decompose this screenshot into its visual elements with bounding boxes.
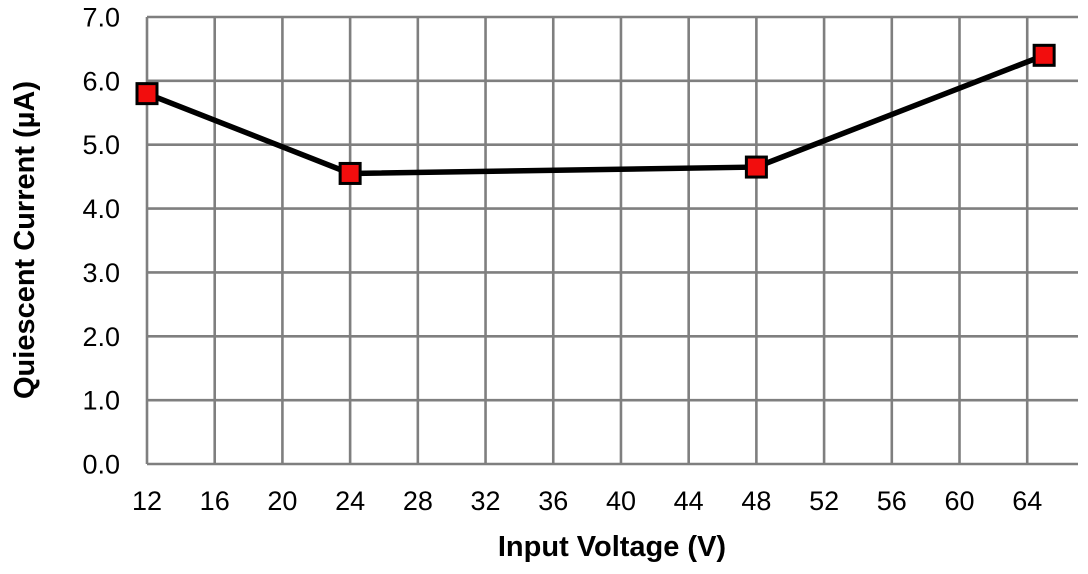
data-point-marker bbox=[338, 161, 362, 185]
x-tick-label: 28 bbox=[403, 486, 433, 516]
y-axis-title: Quiescent Current (µA) bbox=[9, 81, 41, 399]
x-tick-label: 36 bbox=[538, 486, 568, 516]
x-tick-label: 64 bbox=[1012, 486, 1042, 516]
x-axis-title: Input Voltage (V) bbox=[498, 531, 726, 563]
x-tick-label: 16 bbox=[200, 486, 230, 516]
y-tick-label: 4.0 bbox=[82, 194, 120, 224]
x-axis-tick-labels: 12 16 20 24 28 32 36 40 44 48 52 56 60 64 bbox=[132, 486, 1042, 516]
y-tick-label: 3.0 bbox=[82, 258, 120, 288]
x-tick-label: 12 bbox=[132, 486, 162, 516]
x-tick-label: 20 bbox=[267, 486, 297, 516]
x-tick-label: 44 bbox=[674, 486, 704, 516]
grid-lines bbox=[145, 15, 1078, 466]
y-tick-label: 5.0 bbox=[82, 130, 120, 160]
y-tick-label: 6.0 bbox=[82, 66, 120, 96]
y-tick-label: 2.0 bbox=[82, 322, 120, 352]
x-tick-label: 32 bbox=[471, 486, 501, 516]
y-tick-label: 0.0 bbox=[82, 450, 120, 480]
x-tick-label: 48 bbox=[741, 486, 771, 516]
x-tick-label: 40 bbox=[606, 486, 636, 516]
y-tick-label: 1.0 bbox=[82, 386, 120, 416]
series-line bbox=[145, 52, 1046, 177]
data-point-marker bbox=[744, 155, 768, 179]
data-point-marker bbox=[1032, 43, 1056, 67]
y-axis-tick-labels: 0.0 1.0 2.0 3.0 4.0 5.0 6.0 7.0 bbox=[82, 3, 120, 480]
x-tick-label: 60 bbox=[944, 486, 974, 516]
y-tick-label: 7.0 bbox=[82, 3, 120, 33]
x-tick-label: 24 bbox=[335, 486, 365, 516]
x-tick-label: 56 bbox=[877, 486, 907, 516]
x-tick-label: 52 bbox=[809, 486, 839, 516]
data-point-marker bbox=[135, 82, 159, 106]
data-series bbox=[135, 43, 1056, 185]
